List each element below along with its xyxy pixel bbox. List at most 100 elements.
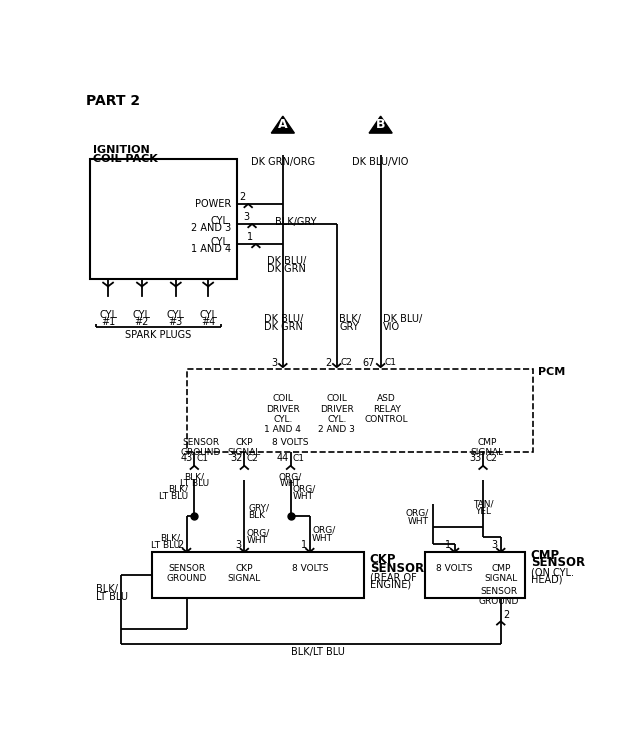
Text: BLK/: BLK/: [161, 534, 180, 543]
Text: CYL: CYL: [99, 310, 117, 320]
Text: 8 VOLTS: 8 VOLTS: [273, 438, 309, 447]
Text: 2: 2: [325, 358, 331, 368]
Text: ORG/: ORG/: [293, 484, 316, 494]
Text: CYL: CYL: [199, 310, 217, 320]
Text: 1: 1: [247, 232, 253, 242]
Text: 1 AND 4: 1 AND 4: [191, 244, 231, 254]
Text: C1: C1: [197, 454, 209, 463]
Text: GRY: GRY: [339, 322, 358, 332]
Text: #2: #2: [135, 316, 149, 327]
Text: C1: C1: [384, 358, 397, 367]
Text: BLK/: BLK/: [96, 584, 117, 594]
Text: CYL.: CYL.: [210, 237, 231, 247]
Text: COIL
DRIVER
CYL.
1 AND 4: COIL DRIVER CYL. 1 AND 4: [265, 394, 302, 434]
Text: SENSOR: SENSOR: [531, 556, 585, 569]
Text: 32: 32: [231, 453, 243, 463]
Text: ORG/: ORG/: [406, 509, 429, 518]
Text: PCM: PCM: [538, 367, 565, 376]
Text: 44: 44: [277, 453, 289, 463]
Text: LT BLU: LT BLU: [96, 592, 128, 602]
Text: DK GRN: DK GRN: [264, 322, 302, 332]
Text: 3: 3: [243, 212, 249, 222]
Text: COIL PACK: COIL PACK: [93, 154, 158, 164]
Text: C2: C2: [247, 454, 258, 463]
Text: SENSOR
GROUND: SENSOR GROUND: [180, 438, 221, 458]
Text: WHT: WHT: [247, 536, 268, 545]
Text: CMP
SIGNAL: CMP SIGNAL: [470, 438, 504, 458]
Text: VIO: VIO: [383, 322, 400, 332]
Text: (ON CYL.: (ON CYL.: [531, 567, 574, 577]
Text: #4: #4: [201, 316, 215, 327]
Text: CYL: CYL: [133, 310, 151, 320]
Text: BLK: BLK: [248, 512, 265, 520]
Text: 8 VOLTS: 8 VOLTS: [292, 563, 328, 572]
Text: CKP: CKP: [370, 554, 396, 566]
Text: SPARK PLUGS: SPARK PLUGS: [125, 330, 191, 340]
Text: B: B: [376, 118, 386, 131]
Bar: [90, 159, 237, 279]
Text: C1: C1: [293, 454, 305, 463]
Polygon shape: [271, 116, 294, 133]
Text: WHT: WHT: [280, 479, 301, 488]
Text: CKP
SIGNAL: CKP SIGNAL: [227, 438, 261, 458]
Text: ASD
RELAY
CONTROL: ASD RELAY CONTROL: [365, 394, 408, 424]
Text: IGNITION: IGNITION: [93, 145, 150, 155]
Text: ORG/: ORG/: [279, 472, 302, 481]
Text: ORG/: ORG/: [247, 528, 270, 537]
Text: DK BLU/: DK BLU/: [268, 256, 307, 266]
Text: BLK/LT BLU: BLK/LT BLU: [290, 647, 344, 657]
Text: LT BLU: LT BLU: [159, 492, 188, 501]
Text: SENSOR
GROUND: SENSOR GROUND: [166, 563, 207, 583]
Text: C2: C2: [341, 358, 352, 367]
Text: LT BLU: LT BLU: [180, 479, 209, 488]
Text: BLK/: BLK/: [168, 484, 188, 494]
Text: DK BLU/: DK BLU/: [264, 314, 303, 325]
Text: ENGINE): ENGINE): [370, 579, 411, 590]
Text: SENSOR
GROUND: SENSOR GROUND: [478, 586, 519, 606]
Text: #3: #3: [169, 316, 183, 327]
Bar: [187, 369, 533, 452]
Text: C2: C2: [485, 454, 497, 463]
Text: BLK/: BLK/: [339, 314, 361, 325]
Text: HEAD): HEAD): [531, 574, 562, 585]
Text: 2: 2: [503, 610, 509, 620]
Text: 1: 1: [300, 540, 307, 550]
Text: COIL
DRIVER
CYL.
2 AND 3: COIL DRIVER CYL. 2 AND 3: [318, 394, 355, 434]
Text: CYL: CYL: [167, 310, 185, 320]
Text: ORG/: ORG/: [312, 526, 336, 535]
Bar: [425, 552, 525, 598]
Text: 33: 33: [469, 453, 481, 463]
Text: BLK/: BLK/: [184, 472, 205, 481]
Text: PART 2: PART 2: [87, 94, 141, 108]
Text: GRY/: GRY/: [248, 503, 269, 512]
Text: 2: 2: [177, 540, 184, 550]
Text: 1: 1: [446, 540, 452, 550]
Text: YEL: YEL: [475, 508, 491, 517]
Text: DK GRN/ORG: DK GRN/ORG: [251, 158, 315, 167]
Text: POWER: POWER: [195, 199, 231, 209]
Polygon shape: [369, 116, 392, 133]
Text: CMP
SIGNAL: CMP SIGNAL: [484, 563, 517, 583]
Text: 8 VOLTS: 8 VOLTS: [436, 563, 473, 572]
Text: CKP
SIGNAL: CKP SIGNAL: [227, 563, 261, 583]
Text: TAN/: TAN/: [473, 500, 493, 508]
Text: CMP: CMP: [531, 548, 560, 562]
Text: (REAR OF: (REAR OF: [370, 572, 417, 583]
Text: LT BLU: LT BLU: [151, 542, 180, 550]
Text: 2 AND 3: 2 AND 3: [191, 223, 231, 232]
Text: 3: 3: [235, 540, 241, 550]
Text: DK BLU/: DK BLU/: [383, 314, 422, 325]
Text: 2: 2: [239, 192, 245, 202]
Text: 3: 3: [491, 540, 497, 550]
Text: CYL.: CYL.: [210, 216, 231, 226]
Text: WHT: WHT: [312, 534, 333, 543]
Text: WHT: WHT: [293, 492, 314, 501]
Text: A: A: [278, 118, 287, 131]
Text: 3: 3: [271, 358, 277, 368]
Text: #1: #1: [101, 316, 115, 327]
Text: WHT: WHT: [408, 517, 429, 526]
Text: BLK/GRY: BLK/GRY: [275, 217, 316, 226]
Text: SENSOR: SENSOR: [370, 562, 424, 574]
Text: DK GRN: DK GRN: [268, 264, 307, 274]
Bar: [152, 552, 364, 598]
